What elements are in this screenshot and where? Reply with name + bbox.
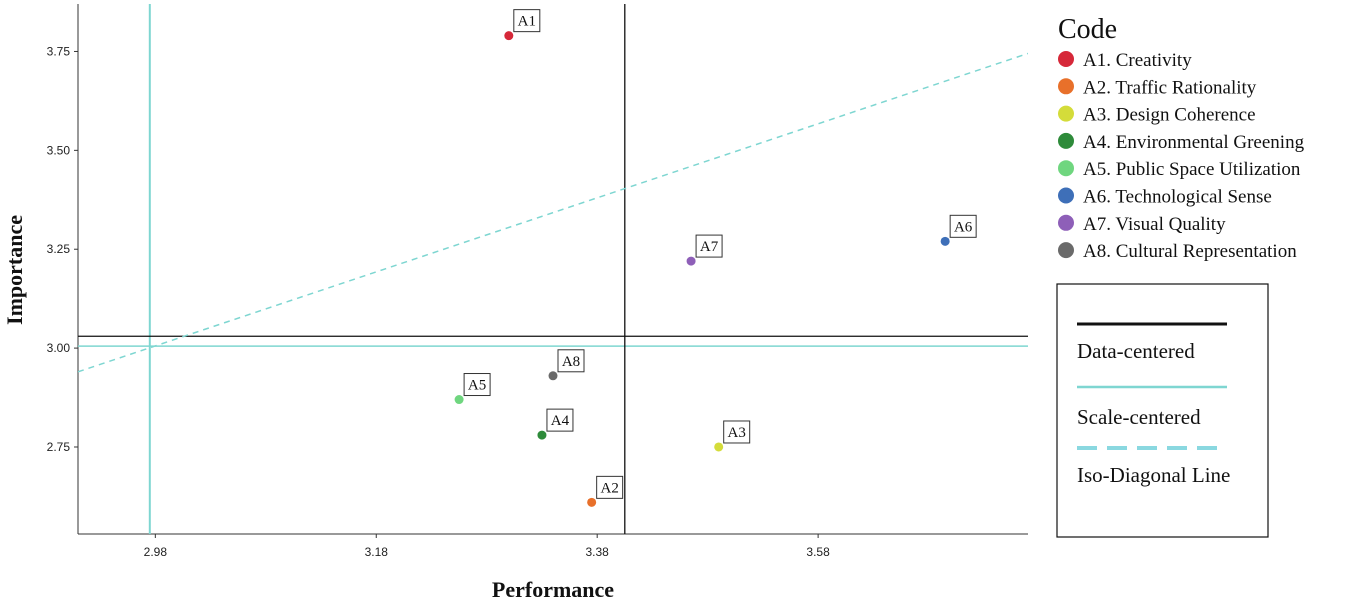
legend-swatch xyxy=(1058,51,1074,67)
data-point-a8 xyxy=(548,371,558,381)
point-label-a1: A1 xyxy=(518,14,536,30)
legend-swatch xyxy=(1058,105,1074,122)
data-point-a4 xyxy=(537,430,547,440)
x-tick-label: 3.18 xyxy=(365,545,389,559)
point-label-a3: A3 xyxy=(728,425,746,441)
point-label-box xyxy=(463,373,491,397)
point-label-a7: A7 xyxy=(700,239,719,255)
legend-swatch xyxy=(1058,132,1074,149)
y-tick-label: 3.75 xyxy=(47,44,71,58)
legend-item: A1. Creativity xyxy=(1083,50,1192,71)
x-tick-label: 3.38 xyxy=(586,545,610,559)
scale-centered-label: Scale-centered xyxy=(1077,405,1201,429)
x-tick-label: 3.58 xyxy=(806,545,830,559)
legend-swatch xyxy=(1058,214,1074,231)
legend-item: A4. Environmental Greening xyxy=(1083,132,1305,153)
point-label-box xyxy=(695,234,723,258)
legend-item: A3. Design Coherence xyxy=(1083,105,1256,126)
y-tick-label: 3.25 xyxy=(47,242,71,256)
data-point-a3 xyxy=(714,442,724,452)
legend-item: A6. Technological Sense xyxy=(1083,187,1272,208)
legend-swatch xyxy=(1058,78,1074,95)
point-label-box xyxy=(546,408,574,432)
point-label-box xyxy=(596,475,624,499)
legend-swatch xyxy=(1058,242,1074,259)
legend-item: A8. Cultural Representation xyxy=(1083,241,1297,262)
legend-swatch xyxy=(1058,187,1074,204)
legend-item: A7. Visual Quality xyxy=(1083,214,1226,235)
iso-diagonal-line xyxy=(78,52,1028,373)
point-label-box xyxy=(557,349,585,373)
data-point-a1 xyxy=(504,31,514,41)
y-axis-title: Importance xyxy=(2,215,27,325)
legend-item: A2. Traffic Rationality xyxy=(1083,77,1257,98)
x-axis-title: Performance xyxy=(492,577,614,602)
data-point-a2 xyxy=(587,497,597,507)
y-tick-label: 3.50 xyxy=(47,143,71,157)
point-label-box xyxy=(949,214,977,238)
legend-item: A5. Public Space Utilization xyxy=(1083,159,1301,180)
data-point-a5 xyxy=(454,395,464,405)
point-label-a6: A6 xyxy=(954,219,973,235)
iso-diagonal-label: Iso-Diagonal Line xyxy=(1077,463,1230,487)
x-tick-label: 2.98 xyxy=(144,545,168,559)
data-point-a6 xyxy=(940,236,950,246)
y-tick-label: 2.75 xyxy=(47,440,71,454)
reference-legend-box xyxy=(1056,283,1269,538)
point-label-a5: A5 xyxy=(468,378,486,394)
point-label-box xyxy=(723,420,751,444)
legend-title: Code xyxy=(1058,14,1117,45)
point-label-a2: A2 xyxy=(600,480,618,496)
point-label-a8: A8 xyxy=(562,354,580,370)
plot-area: 2.98 3.18 3.38 3.58 2.75 3.00 3.25 3.50 3.75 A1 A2… xyxy=(47,4,1028,559)
point-label-box xyxy=(513,9,541,33)
y-tick-label: 3.00 xyxy=(47,341,71,355)
legend-swatch xyxy=(1058,160,1074,177)
reference-lines xyxy=(78,4,1028,534)
legend: Code A1. Creativity A2. Traffic Rationalit… xyxy=(1056,14,1305,538)
point-label-a4: A4 xyxy=(551,413,570,429)
data-point-a7 xyxy=(686,256,696,266)
data-centered-label: Data-centered xyxy=(1077,339,1195,363)
